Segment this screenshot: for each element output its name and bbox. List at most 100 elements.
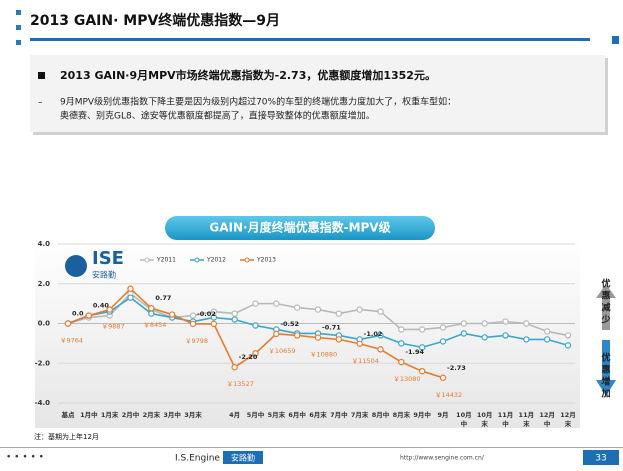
data-label: 0.40 xyxy=(93,302,110,310)
x-tick-label: 1月中 xyxy=(80,410,98,419)
x-tick-label: 9月中 xyxy=(413,410,431,419)
x-tick-label: 8月末 xyxy=(393,410,411,419)
point xyxy=(293,332,301,339)
legend-label: Y2013 xyxy=(256,257,276,264)
side-note: 优 xyxy=(601,278,610,290)
side-note: 加 xyxy=(600,388,610,400)
logo-sub: 安路勤 xyxy=(92,270,116,280)
price-label: ￥9764 xyxy=(60,337,83,345)
point xyxy=(85,312,93,319)
chart: 4.0 2.0 0.0 -2.0 -4.0 基点 1月中 1月末 2月中 2月末 3月中 3月末 4月 5… xyxy=(35,240,576,428)
point xyxy=(398,340,405,347)
point xyxy=(543,328,551,335)
point xyxy=(439,324,447,331)
point xyxy=(231,316,238,323)
side-note: 优 xyxy=(601,352,610,364)
point xyxy=(314,306,322,313)
chart-title-pill xyxy=(165,216,435,240)
x-tick-part: 12月 xyxy=(539,411,555,419)
chart-title: GAIN·月度终端优惠指数-MPV级 xyxy=(209,220,390,235)
point xyxy=(502,332,509,339)
x-tick-label: 11月中 xyxy=(498,411,514,428)
point xyxy=(189,320,197,328)
point xyxy=(398,326,405,333)
data-label: 0.77 xyxy=(155,294,171,302)
point xyxy=(481,320,488,327)
x-tick-part: 中 xyxy=(544,419,551,428)
data-label: -1.94 xyxy=(405,348,424,356)
footer-dots: • • • • • xyxy=(6,453,44,463)
point xyxy=(439,374,447,381)
price-label: ￥11504 xyxy=(352,357,379,365)
summary-line: 9月MPV级别优惠指数下降主要是因为级别内超过70%的车型的终端优惠力度加大了，… xyxy=(60,96,456,108)
point xyxy=(168,311,176,318)
legend-marker xyxy=(144,257,150,263)
side-note: 惠 xyxy=(601,364,610,376)
point xyxy=(252,300,259,307)
point xyxy=(502,318,509,325)
point xyxy=(252,322,259,329)
down-arrow xyxy=(596,340,616,396)
up-arrow xyxy=(596,284,616,330)
point xyxy=(127,285,134,292)
footer-badge xyxy=(223,451,263,464)
price-label: ￥8454 xyxy=(143,321,166,329)
point xyxy=(293,304,301,311)
point xyxy=(148,304,155,312)
price-label: ￥13527 xyxy=(227,380,254,388)
data-label: -0.02 xyxy=(197,310,216,318)
logo-globe xyxy=(65,255,87,277)
x-tick-label: 6月中 xyxy=(288,410,306,419)
point xyxy=(273,300,280,307)
x-tick-label: 8月中 xyxy=(372,410,390,419)
x-tick-part: 末 xyxy=(565,419,572,428)
x-tick-label: 6月末 xyxy=(309,410,327,419)
point xyxy=(460,330,468,337)
x-tick-part: 11月 xyxy=(498,411,514,419)
title-rule xyxy=(30,38,590,41)
data-label: -2.73 xyxy=(447,364,466,372)
x-tick-part: 末 xyxy=(523,419,530,428)
point xyxy=(543,336,551,343)
y-tick-label: -4.0 xyxy=(35,399,50,407)
point xyxy=(231,364,238,371)
footer-brand: I.S.Engine xyxy=(175,454,220,464)
y-tick-label: 2.0 xyxy=(38,280,51,288)
point xyxy=(210,320,218,328)
summary-line: 奥德赛、别克GL8、途安等优惠额度都提高了，直接导致整体的优惠额度增加。 xyxy=(60,110,375,122)
price-label: ￥10880 xyxy=(310,351,337,359)
legend-marker xyxy=(194,257,200,263)
point xyxy=(377,346,384,353)
point xyxy=(210,308,218,315)
x-tick-label: 基点 xyxy=(61,410,76,419)
x-tick-part: 中 xyxy=(502,419,509,428)
price-label: ￥10659 xyxy=(268,347,295,355)
x-tick-part: 10月 xyxy=(456,411,472,419)
page-number: 33 xyxy=(595,454,606,464)
x-tick-label: 3月中 xyxy=(163,410,181,419)
deco xyxy=(612,36,619,44)
point xyxy=(523,336,530,343)
side-note: 减 xyxy=(601,302,610,314)
point xyxy=(335,336,343,343)
x-tick-part: 10月 xyxy=(477,411,493,419)
deco xyxy=(16,25,21,30)
x-tick-label: 2月中 xyxy=(122,410,140,419)
summary-headline: 2013 GAIN·9月MPV市场终端优惠指数为-2.73，优惠额度增加1352… xyxy=(60,68,436,82)
x-tick-label: 12月中 xyxy=(539,411,555,428)
x-tick-part: 11月 xyxy=(519,411,535,419)
page-badge xyxy=(583,450,619,465)
point xyxy=(439,338,447,345)
legend-marker xyxy=(244,257,250,263)
x-tick-label: 1月末 xyxy=(101,410,119,419)
x-tick-part: 末 xyxy=(481,419,488,428)
point xyxy=(377,308,384,315)
x-tick-label: 10月末 xyxy=(477,411,493,428)
data-label: -1.02 xyxy=(364,330,383,338)
point xyxy=(523,320,530,327)
point xyxy=(106,306,113,313)
logo-text: ISE xyxy=(92,248,124,269)
y-tick-label: 0.0 xyxy=(38,320,51,328)
deco xyxy=(16,10,21,15)
x-tick-label: 12月末 xyxy=(560,411,576,428)
